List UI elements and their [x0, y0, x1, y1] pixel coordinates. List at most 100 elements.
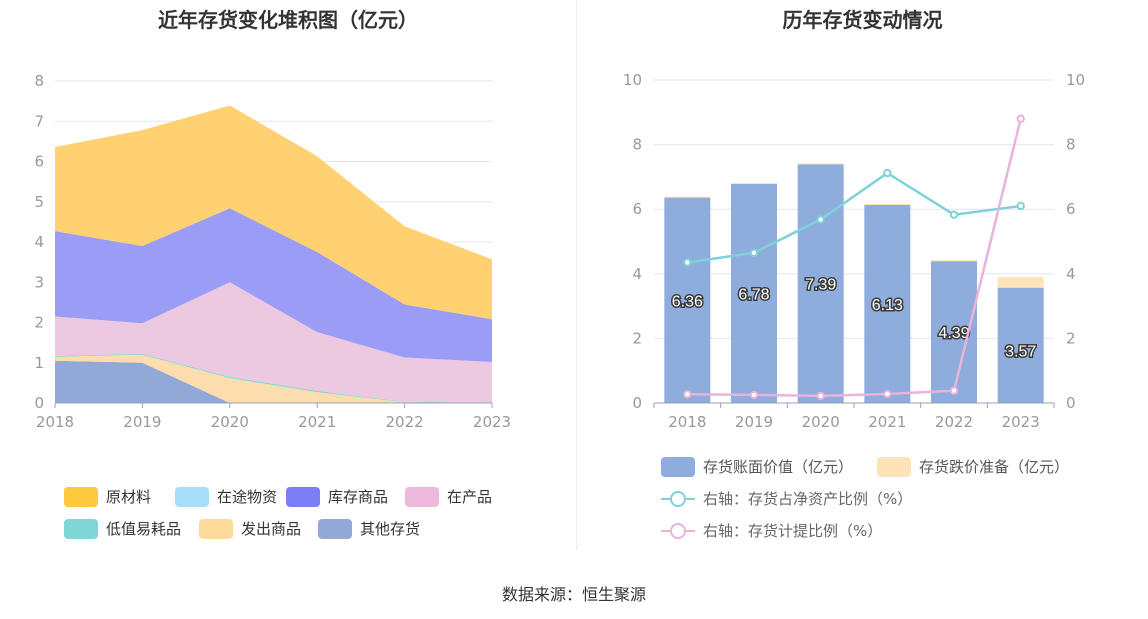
line-point: [683, 390, 692, 399]
legend-label: 右轴：存货计提比例（%）: [703, 522, 883, 540]
x-tick-label: 2022: [386, 413, 424, 431]
line-point: [816, 215, 825, 224]
right-chart-panel: 历年存货变动情况 0 2 4 6 8 10 0 2 4 6 8 10 6.36 6.78 7.39 6.13 4…: [577, 0, 1148, 550]
left-chart-title: 近年存货变化堆积图（亿元）: [158, 8, 418, 32]
legend-label: 其他存货: [360, 520, 421, 538]
x-tick-label: 2018: [36, 413, 74, 431]
line-point: [1016, 114, 1025, 123]
bar-impairment-provision: [664, 196, 711, 198]
x-tick-label: 2018: [668, 413, 706, 431]
area-series: [55, 208, 492, 362]
legend-item: 在途物资: [175, 486, 277, 507]
line-point: [949, 210, 959, 219]
area-series: [55, 105, 492, 320]
bar-value-label: 3.57: [1005, 343, 1036, 360]
data-source-note: 数据来源：恒生聚源: [501, 585, 646, 604]
area-series: [55, 354, 492, 403]
bar-impairment-provision: [797, 163, 844, 165]
legend-label: 右轴：存货占净资产比例（%）: [703, 490, 913, 508]
x-tick-label: 2019: [123, 413, 161, 431]
legend-label: 存货跌价准备（亿元）: [919, 458, 1070, 476]
y-tick-label: 8: [34, 72, 44, 90]
y2-tick-label: 8: [1066, 136, 1076, 154]
legend-swatch: [175, 486, 209, 507]
y-tick-label: 2: [34, 314, 44, 332]
y-tick-label: 10: [623, 71, 642, 89]
legend-item: 在产品: [405, 486, 492, 507]
legend-item: 右轴：存货计提比例（%）: [661, 520, 882, 541]
x-tick-label: 2022: [935, 413, 973, 431]
legend-line-swatch: [661, 521, 695, 541]
bar-impairment-provision: [731, 183, 777, 185]
line-point: [1016, 201, 1025, 211]
x-tick-label: 2020: [802, 413, 840, 431]
legend-item: 其他存货: [318, 518, 420, 539]
bar-book-value: [997, 287, 1044, 403]
legend-item: 库存商品: [286, 486, 388, 507]
legend-swatch: [318, 518, 352, 539]
bar-impairment-provision: [997, 277, 1044, 288]
legend-line-marker: [670, 522, 686, 539]
y-tick-label: 4: [34, 233, 44, 251]
y-tick-label: 6: [632, 200, 642, 218]
line-net-asset-ratio: [687, 171, 1021, 264]
bar-value-label: 7.39: [805, 277, 836, 294]
y2-tick-label: 2: [1066, 329, 1076, 347]
bar-book-value: [731, 184, 777, 403]
line-point: [883, 168, 892, 178]
legend-swatch: [64, 518, 98, 539]
y-tick-label: 7: [34, 112, 44, 130]
legend-swatch: [64, 486, 98, 507]
bar-value-label: 6.78: [738, 287, 769, 304]
legend-label: 在产品: [447, 488, 493, 506]
right-chart-title: 历年存货变动情况: [782, 8, 943, 32]
y2-tick-label: 10: [1066, 71, 1085, 89]
line-point: [949, 386, 959, 395]
x-tick-label: 2020: [211, 413, 249, 431]
legend-line-swatch: [661, 489, 695, 509]
legend-swatch: [877, 456, 911, 477]
y-tick-label: 2: [632, 329, 642, 347]
legend-swatch: [405, 486, 439, 507]
left-chart-panel: 近年存货变化堆积图（亿元） 0 1 2 3 4 5 6 7 8 2018 2019 2020 2021 2…: [0, 0, 576, 550]
area-series: [55, 360, 492, 403]
y-tick-label: 8: [632, 136, 642, 154]
legend-item: 存货跌价准备（亿元）: [877, 456, 1069, 477]
legend-label: 在途物资: [217, 488, 278, 506]
legend-swatch: [199, 518, 233, 539]
y-tick-label: 5: [34, 193, 44, 211]
bar-book-value: [664, 197, 711, 403]
line-point: [749, 390, 759, 400]
y-tick-label: 6: [34, 153, 44, 171]
bar-value-label: 6.13: [872, 297, 903, 314]
y2-tick-label: 4: [1066, 265, 1076, 283]
y-tick-label: 1: [34, 354, 44, 372]
y2-tick-label: 0: [1066, 394, 1076, 412]
line-point: [749, 248, 759, 258]
legend-label: 原材料: [106, 488, 152, 506]
x-tick-label: 2021: [868, 413, 906, 431]
bar-value-label: 6.36: [672, 293, 703, 310]
legend-label: 发出商品: [241, 520, 302, 538]
bar-line-chart: 0 2 4 6 8 10 0 2 4 6 8 10 6.36 6.78 7.39 6.13 4.39 3.57 20…: [623, 71, 1085, 431]
line-point: [816, 391, 825, 401]
area-series: [55, 282, 492, 403]
legend-swatch: [661, 456, 695, 477]
x-tick-label: 2023: [1002, 413, 1040, 431]
legend-item: 低值易耗品: [64, 518, 181, 539]
x-tick-label: 2021: [298, 413, 336, 431]
panel-divider: [576, 0, 577, 550]
legend-label: 低值易耗品: [106, 520, 182, 538]
line-point: [683, 258, 692, 267]
y-tick-label: 0: [632, 394, 642, 412]
legend-label: 存货账面价值（亿元）: [703, 458, 854, 476]
legend-line-marker: [670, 490, 686, 507]
y-tick-label: 3: [34, 273, 44, 291]
y-tick-label: 0: [34, 394, 44, 412]
bar-value-label: 4.39: [938, 325, 969, 342]
y-tick-label: 4: [632, 265, 642, 283]
legend-swatch: [286, 486, 320, 507]
x-tick-label: 2019: [735, 413, 773, 431]
stacked-area-chart: 0 1 2 3 4 5 6 7 8 2018 2019 2020 2021 2022 2023: [34, 72, 511, 431]
bar-impairment-provision: [864, 204, 911, 206]
